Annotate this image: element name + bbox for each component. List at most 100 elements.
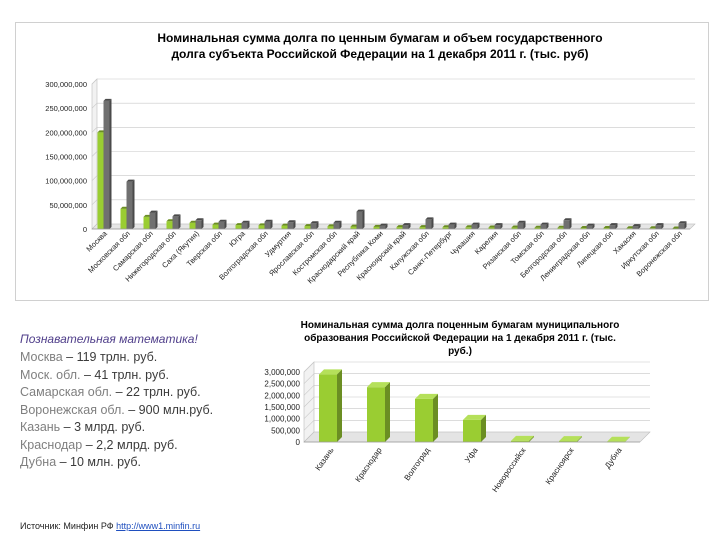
note-amount: – 22 трлн. руб. [112,385,201,399]
math-note: Познавательная математика! Москва – 119 … [20,332,260,472]
bar-side [247,220,250,229]
bar [655,225,662,229]
bar-side [293,220,296,229]
bar-top [287,220,296,223]
note-city: Дубна [20,455,57,469]
bar [166,221,173,229]
y-tick-label: 2,000,000 [264,391,300,400]
bar-side [661,223,664,229]
bar-top [632,224,641,227]
bar-side [362,209,365,229]
y-tick-label: 200,000,000 [45,128,87,137]
bar-top [195,218,204,221]
bar [442,227,449,229]
note-line: Воронежская обл. – 900 млн.руб. [20,402,260,420]
x-tick-label: Югра [227,228,247,248]
note-amount: – 2,2 млрд. руб. [82,437,178,452]
bar-top [586,223,595,226]
bar [607,441,625,443]
bar [103,100,110,230]
note-city: Краснодар [20,437,83,452]
note-city: Воронежская обл. [20,402,125,417]
bar-top [471,222,480,225]
note-line: Самарская обл. – 22 трлн. руб. [20,384,260,402]
y-tick-label: 250,000,000 [45,104,87,113]
bar [235,225,242,229]
note-line: Краснодар – 2,2 млрд. руб. [20,437,260,455]
bar-side [454,222,457,229]
bar-top [319,369,342,375]
note-heading: Познавательная математика! [20,332,198,346]
bar [333,222,340,229]
note-city: Москва [20,350,63,364]
bar [415,398,433,442]
bar [120,208,127,229]
note-amount: – 3 млрд. руб. [60,420,146,434]
bar [494,225,501,229]
bar-top [264,219,273,222]
bar [373,226,380,229]
bar [356,211,363,229]
bar-side [615,223,618,229]
y-tick-label: 300,000,000 [45,80,87,89]
bar [448,224,455,229]
y-tick-label: 0 [296,438,301,447]
bar [218,221,225,229]
bar-top [563,218,572,221]
regional-chart-frame [15,22,709,301]
bar [241,222,248,229]
bar [327,226,334,229]
bar-top [425,217,434,220]
bar-side [431,217,434,229]
bar [580,228,587,229]
bar [367,387,385,442]
bar [264,221,271,229]
bar-top [241,220,250,223]
bar-side [109,98,112,230]
bar [189,222,196,229]
source-link[interactable]: http://www1.minfin.ru [116,521,201,531]
regional-debt-chart: 300,000,000 250,000,000 200,000,000 150,000… [45,78,696,285]
source-line: Источник: Минфин РФ http://www1.minfin.r… [20,521,200,531]
bar [172,216,179,229]
bar-side [433,393,438,442]
bar-top [607,436,630,442]
bar [304,226,311,229]
y-tick-label: 150,000,000 [45,153,87,162]
bar [396,227,403,229]
grid-line [303,385,315,396]
grid-line [303,361,315,373]
bar-top [103,98,112,101]
grid-line [303,396,315,408]
bar [678,223,685,229]
bar-side [569,218,572,229]
x-tick-label: Казань [314,446,336,472]
bar [149,212,156,229]
bar-side [477,222,480,229]
note-line: Дубна – 10 млн. руб. [20,454,260,472]
bar [379,225,386,229]
x-tick-label: Новороссийск [490,446,528,494]
bar-top [678,221,687,224]
grid-line [91,175,98,181]
bar [540,224,547,229]
grid-line [91,78,98,85]
bar [463,419,481,442]
bar-side [339,220,342,229]
bar-top [559,436,582,442]
bar-side [546,222,549,229]
bar-side [178,214,181,229]
bar [143,216,150,229]
bar-side [385,223,388,229]
bar [488,227,495,229]
bar-top [149,210,158,213]
bar [557,227,564,229]
y-tick-label: 100,000,000 [45,177,87,186]
bar [97,132,104,229]
bar [471,224,478,229]
bar [350,226,357,229]
note-city: Самарская обл. [20,385,113,399]
bar-top [494,223,503,226]
bar-side [408,223,411,229]
bar [281,225,288,229]
